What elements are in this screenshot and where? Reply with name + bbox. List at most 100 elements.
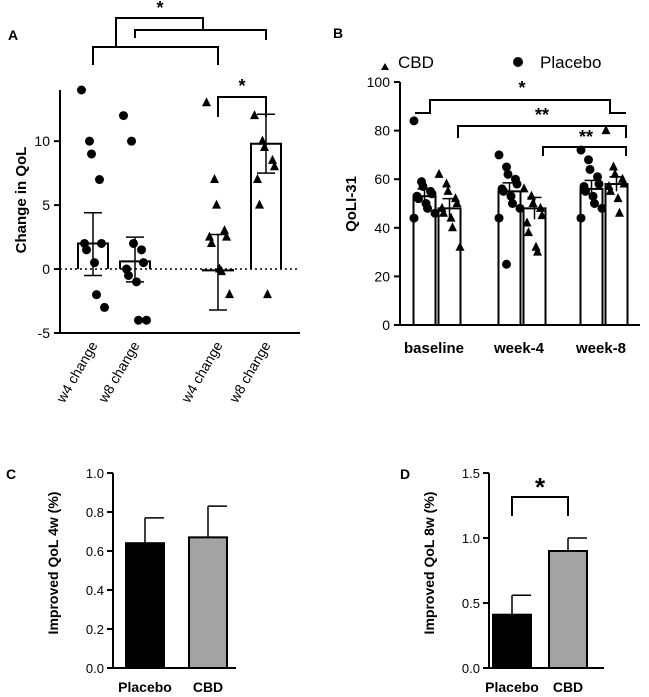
panel-b-point [418,181,428,191]
panel-letter-a: A [8,27,18,43]
panel-a-y-tick-label: 10 [34,133,50,149]
panel-c-y-tick-label: 1.0 [86,466,104,481]
panel-d-sig-label: * [535,472,546,502]
panel-b-point [597,203,607,213]
panel-c-y-tick-label: 0.2 [86,622,104,637]
panel-a-sig-bracket [134,29,267,40]
panel-a-point [95,175,104,185]
panel-b-y-tick-label: 0 [382,317,390,333]
panel-b-sig-bracket [457,125,627,138]
panel-a-x-tick-label: w8 change [225,338,273,406]
panel-a-sig-label: * [238,76,245,96]
panel-b-point [503,169,513,179]
panel-b-ylabel: QoLI-31 [343,176,360,232]
panel-c-y-tick-label: 0.4 [86,583,104,598]
panel-a-point [253,174,262,184]
panel-b-x-tick-label: week-8 [575,340,626,357]
panel-a-point [212,199,221,209]
panel-letter-b: B [333,25,343,41]
panel-b-point [601,125,611,135]
panel-c-x-tick-label: Placebo [118,679,172,695]
panel-a-point [137,245,146,255]
panel-b-point [502,162,511,172]
panel-a-sig-bracket [92,46,219,65]
panel-a-point [268,154,277,164]
panel-b-y-tick-label: 60 [374,171,390,187]
panel-b-point [439,207,448,217]
panel-a-point [207,237,216,247]
panel-a-point [127,136,136,146]
panel-b-point [606,185,615,195]
panel-c-y-tick-label: 0.8 [86,505,104,520]
panel-b-point [446,212,456,222]
panel-a-point [263,289,272,299]
panel-b-point [537,210,547,220]
panel-d-y-tick-label: 0.0 [462,661,480,676]
panel-a-point [225,289,234,299]
panel-b-bar [437,207,462,326]
panel-b-point [536,202,545,212]
panel-a-point [100,302,109,312]
panel-a-point [270,161,279,171]
panel-a-point [132,277,141,287]
panel-c-plot: 0.0 0.2 0.4 0.6 0.8 1.0 Placebo CBD [86,466,236,695]
panel-letter-d: D [400,466,410,482]
panel-b-point [576,213,586,223]
panel-d-plot: 0.0 0.5 1.0 1.5 Placebo CBD * [462,466,604,695]
panel-b-point [427,189,437,199]
panel-b-point [615,207,624,217]
panel-b-point [502,259,511,269]
panel-c-ylabel: Improved QoL 4w (%) [45,492,61,635]
panel-a-x-tick-label: w4 change [52,338,100,406]
panel-b-point [524,227,533,237]
panel-a-point [119,111,128,121]
panel-a-x-tick-label: w8 change [94,338,142,406]
panel-b-point [442,178,451,188]
legend-cbd-label: CBD [398,53,434,72]
panel-b-point [594,179,604,189]
panel-a-point [220,225,229,235]
legend-placebo-label: Placebo [540,53,601,72]
panel-a-point [134,315,143,325]
panel-a-point [260,142,269,152]
panel-b-point [585,164,595,174]
panel-c-y-tick-label: 0.0 [86,661,104,676]
panel-b-sig-label: ** [579,127,593,147]
panel-b-y-tick-label: 100 [367,74,391,90]
panel-letter-c: C [6,466,16,482]
panel-a-point [85,136,94,146]
panel-a-y-tick-label: -5 [38,325,51,341]
panel-d-bar [548,550,588,669]
panel-b-point [609,161,618,171]
panel-a-point [139,258,148,268]
panel-b-point [443,185,453,195]
panel-a-point [222,231,231,241]
panel-b-x-tick-label: baseline [404,340,464,357]
panel-b-point [451,193,460,203]
panel-a-point [90,258,99,268]
panel-b-y-tick-label: 40 [374,220,390,236]
panel-a-ylabel: Change in QoL [13,147,30,254]
panel-a-point [124,270,133,280]
panel-d-bar [492,613,532,670]
panel-a-x-tick-label: w4 change [177,338,225,406]
panel-a-sig-bracket [115,17,204,47]
panel-b-point [610,168,620,178]
panel-b-point [522,217,532,227]
panel-d-y-tick-label: 1.0 [462,531,480,546]
panel-a-point [205,231,214,241]
panel-b-point [613,193,623,203]
panel-d-y-tick-label: 0.5 [462,596,480,611]
panel-a-sig-bracket [217,96,267,117]
panel-b-point [434,168,444,178]
panel-b-point [533,246,542,256]
panel-a-y-tick-label: 5 [42,197,50,213]
panel-b-point [409,213,419,223]
panel-b-point [508,199,517,208]
panel-b-sig-bracket [415,99,626,114]
panel-c-bar [125,542,165,670]
panel-a-y-tick-label: 0 [42,261,50,277]
panel-a-point [255,199,264,209]
panel-b-point [512,179,522,189]
